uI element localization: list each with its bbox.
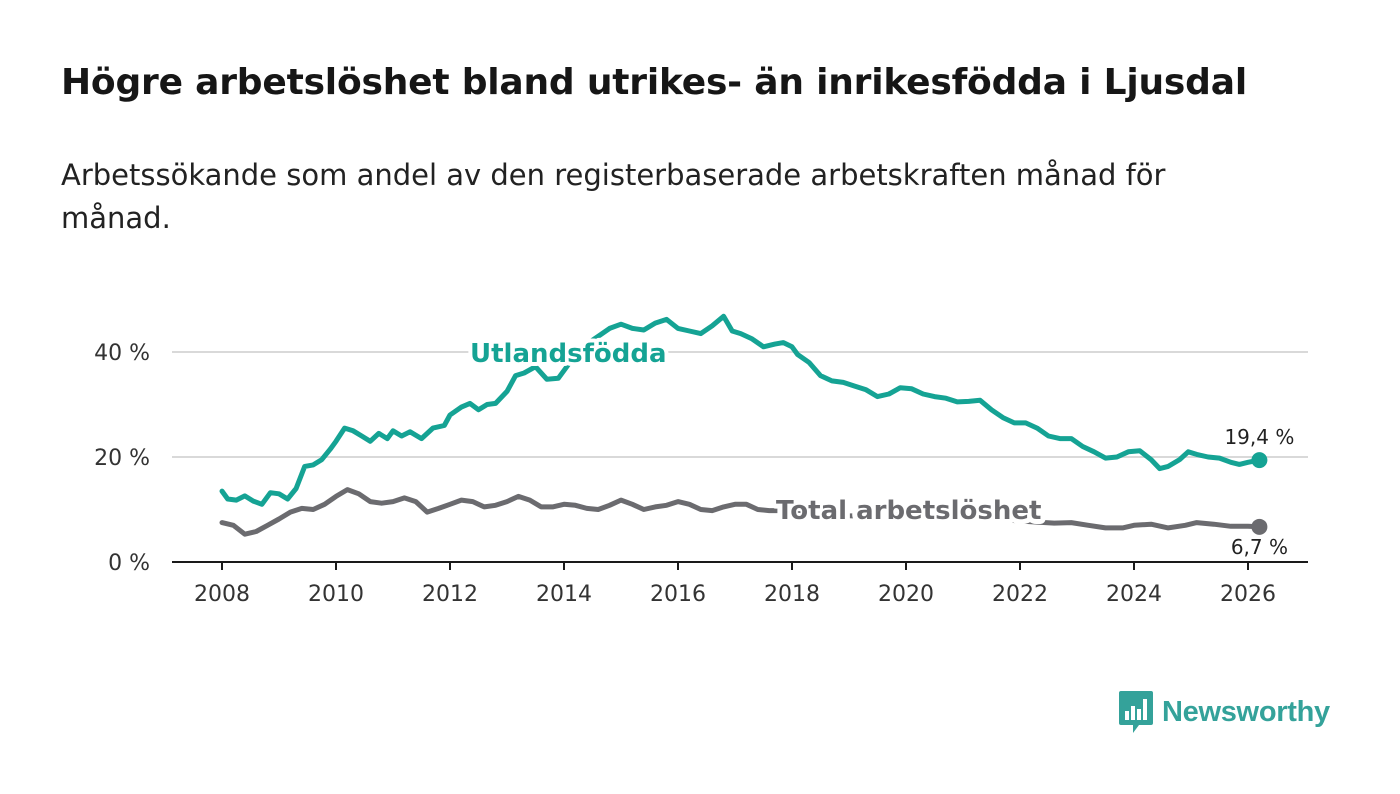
x-tick-label: 2020 xyxy=(878,582,934,607)
series-end-dot xyxy=(1251,452,1268,469)
x-tick-label: 2026 xyxy=(1220,582,1276,607)
series-line-utlandsfodda xyxy=(219,313,1262,507)
series-lines xyxy=(219,313,1268,537)
y-axis-ticks: 0 % 20 % 40 % xyxy=(94,341,150,576)
x-tick-label: 2014 xyxy=(536,582,592,607)
x-tick-label: 2022 xyxy=(992,582,1048,607)
series-label-utlandsfodda: Utlandsfödda xyxy=(470,339,667,369)
gridlines xyxy=(172,351,1308,458)
x-tick-label: 2010 xyxy=(308,582,364,607)
x-axis: 2008 2010 2012 2014 2016 2018 2020 2022 2024 2026 xyxy=(172,561,1308,607)
series-end-dot xyxy=(1251,518,1268,535)
chart-title: Högre arbetslöshet bland utrikes- än inr… xyxy=(61,62,1247,103)
chart-subtitle: Arbetssökande som andel av den registerb… xyxy=(61,158,1166,235)
brand-name: Newsworthy xyxy=(1162,695,1330,728)
series-labels: Utlandsfödda Total arbetslöshet 19,4 % 6,7 … xyxy=(466,335,1297,562)
x-tick-label: 2024 xyxy=(1106,582,1162,607)
y-tick-label: 0 % xyxy=(108,551,150,576)
newsworthy-bars-icon xyxy=(1119,691,1153,733)
x-tick-label: 2016 xyxy=(650,582,706,607)
x-tick-label: 2012 xyxy=(422,582,478,607)
y-tick-label: 40 % xyxy=(94,341,150,366)
x-tick-label: 2008 xyxy=(194,582,250,607)
newsworthy-logo[interactable]: Newsworthy xyxy=(1118,689,1330,735)
x-tick-label: 2018 xyxy=(764,582,820,607)
series-line-total xyxy=(219,487,1262,537)
y-tick-label: 20 % xyxy=(94,446,150,471)
series-label-total: Total arbetslöshet xyxy=(776,496,1041,526)
end-value-label-utlandsfodda: 19,4 % xyxy=(1224,425,1294,449)
end-value-label-total: 6,7 % xyxy=(1231,535,1288,559)
